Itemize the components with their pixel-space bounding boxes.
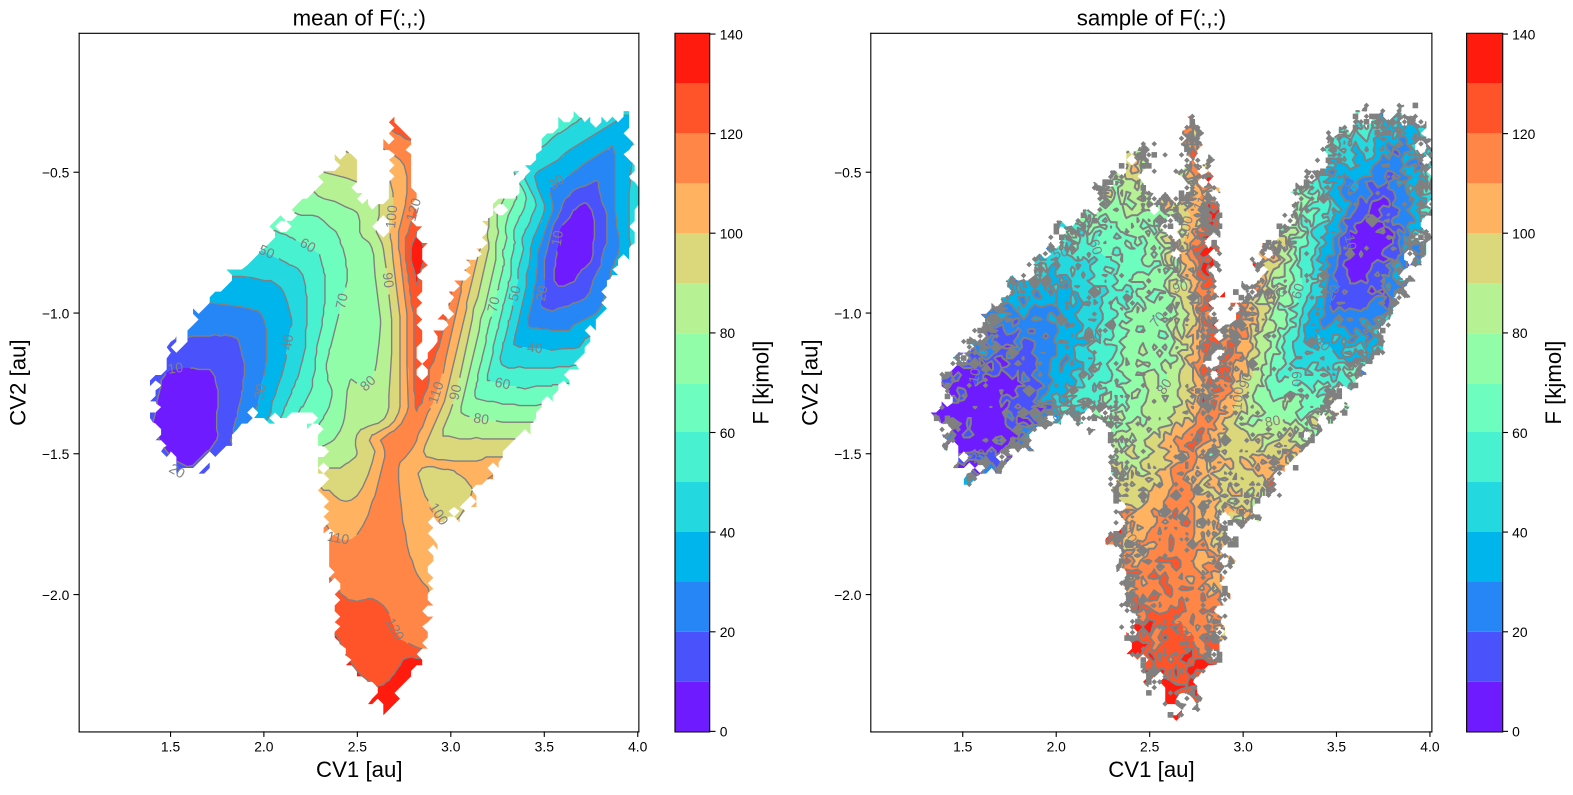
svg-text:100: 100 <box>1228 386 1246 411</box>
svg-text:CV1 [au]: CV1 [au] <box>1108 757 1194 782</box>
svg-text:10: 10 <box>167 359 185 377</box>
svg-text:1.5: 1.5 <box>161 739 181 755</box>
svg-text:70: 70 <box>484 295 503 314</box>
svg-text:100: 100 <box>720 225 743 241</box>
svg-text:100: 100 <box>382 204 400 229</box>
svg-text:60: 60 <box>720 425 736 441</box>
svg-text:120: 120 <box>402 196 424 223</box>
svg-text:90: 90 <box>446 383 465 402</box>
svg-text:2.5: 2.5 <box>348 739 368 755</box>
svg-text:140: 140 <box>1512 26 1535 42</box>
svg-text:2.0: 2.0 <box>1047 739 1067 755</box>
svg-text:CV2 [au]: CV2 [au] <box>5 339 30 425</box>
svg-text:40: 40 <box>527 339 544 356</box>
svg-text:60: 60 <box>1289 371 1305 387</box>
svg-text:−2.0: −2.0 <box>42 587 70 603</box>
svg-text:110: 110 <box>424 379 446 405</box>
svg-text:1.5: 1.5 <box>953 739 973 755</box>
svg-text:90: 90 <box>1235 370 1255 390</box>
svg-text:10: 10 <box>1342 233 1361 251</box>
svg-text:20: 20 <box>968 445 990 467</box>
svg-text:−1.5: −1.5 <box>834 446 862 462</box>
svg-text:CV1 [au]: CV1 [au] <box>316 757 402 782</box>
svg-text:4.0: 4.0 <box>1420 739 1440 755</box>
svg-text:0: 0 <box>720 724 728 740</box>
svg-text:−0.5: −0.5 <box>42 165 70 181</box>
svg-text:60: 60 <box>1086 237 1106 257</box>
svg-text:−1.0: −1.0 <box>42 305 70 321</box>
svg-text:80: 80 <box>1512 325 1528 341</box>
svg-text:50: 50 <box>257 241 278 262</box>
svg-text:sample of F(:,:): sample of F(:,:) <box>1077 6 1226 31</box>
svg-text:−1.5: −1.5 <box>42 446 70 462</box>
svg-text:70: 70 <box>332 291 351 310</box>
svg-text:30: 30 <box>1047 404 1066 423</box>
svg-text:120: 120 <box>1512 126 1535 142</box>
svg-text:40: 40 <box>1512 524 1528 540</box>
svg-text:2.0: 2.0 <box>254 739 274 755</box>
svg-text:4.0: 4.0 <box>628 739 648 755</box>
svg-text:60: 60 <box>1512 425 1528 441</box>
svg-text:90: 90 <box>1171 277 1190 296</box>
svg-text:20: 20 <box>1512 624 1528 640</box>
svg-text:60: 60 <box>297 234 319 256</box>
svg-text:−0.5: −0.5 <box>834 165 862 181</box>
svg-text:2.5: 2.5 <box>1140 739 1160 755</box>
svg-text:140: 140 <box>720 26 743 42</box>
svg-text:3.0: 3.0 <box>1234 739 1254 755</box>
svg-text:120: 120 <box>720 126 743 142</box>
svg-text:mean of F(:,:): mean of F(:,:) <box>293 6 426 31</box>
svg-text:20: 20 <box>1321 281 1343 303</box>
svg-text:3.5: 3.5 <box>1327 739 1347 755</box>
svg-text:80: 80 <box>1264 412 1282 431</box>
svg-text:40: 40 <box>278 333 296 351</box>
svg-text:F [kjmol]: F [kjmol] <box>1541 341 1566 425</box>
svg-text:10: 10 <box>548 229 566 247</box>
svg-text:80: 80 <box>472 409 490 427</box>
svg-text:30: 30 <box>251 382 269 400</box>
svg-text:3.5: 3.5 <box>535 739 555 755</box>
svg-text:−2.0: −2.0 <box>834 587 862 603</box>
svg-text:40: 40 <box>720 524 736 540</box>
svg-text:60: 60 <box>1288 281 1308 300</box>
svg-text:−1.0: −1.0 <box>834 305 862 321</box>
svg-text:20: 20 <box>720 624 736 640</box>
svg-text:50: 50 <box>505 284 524 303</box>
svg-text:100: 100 <box>1512 225 1535 241</box>
svg-text:40: 40 <box>1087 327 1103 343</box>
svg-text:80: 80 <box>720 325 736 341</box>
svg-text:CV2 [au]: CV2 [au] <box>798 339 823 425</box>
svg-text:110: 110 <box>326 528 351 548</box>
svg-text:100: 100 <box>1175 214 1196 241</box>
svg-text:20: 20 <box>532 284 551 302</box>
svg-text:0: 0 <box>1512 724 1520 740</box>
svg-text:10: 10 <box>965 366 984 384</box>
svg-text:30: 30 <box>1341 176 1362 197</box>
svg-text:90: 90 <box>380 271 398 289</box>
svg-text:20: 20 <box>167 460 189 482</box>
svg-text:3.0: 3.0 <box>441 739 461 755</box>
svg-text:F [kjmol]: F [kjmol] <box>749 341 774 425</box>
svg-text:60: 60 <box>494 374 513 393</box>
svg-text:80: 80 <box>1153 375 1175 397</box>
